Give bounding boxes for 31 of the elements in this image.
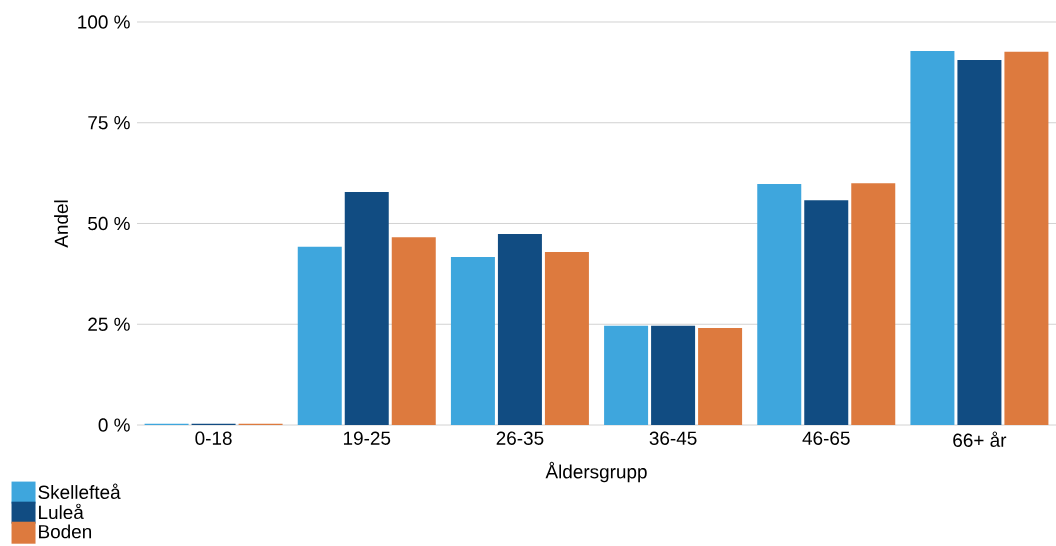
bar [698,327,743,425]
x-tick-label: 36-45 [649,431,697,445]
bar [344,192,389,425]
y-tick-label: 50 % [88,216,130,231]
x-axis-title: Åldersgrupp [545,461,647,483]
y-tick-label: 75 % [88,116,130,130]
bar [544,252,589,425]
y-tick-label: 0 % [98,418,130,432]
x-tick-label: 46-65 [802,431,850,445]
bar [651,325,696,425]
bar [1004,51,1049,425]
legend-label: Skellefteå [38,483,121,499]
bar [497,233,542,425]
bar [297,246,342,425]
bar [757,184,802,425]
bar [910,51,955,425]
y-tick-label: 100 % [78,15,130,29]
x-tick-label: 26-35 [496,431,544,445]
bar [450,256,495,425]
bar [604,325,649,425]
x-tick-label: 0-18 [195,431,232,445]
x-tick-label: 19-25 [343,431,391,445]
bar [851,183,896,425]
bar [957,59,1002,425]
y-axis-title: Andel [54,200,68,248]
bar [391,237,436,425]
x-tick-label: 66+ år [953,431,1007,447]
bar [804,200,849,425]
legend-label: Boden [39,524,92,539]
legend-label: Luleå [39,503,84,520]
y-tick-label: 25 % [88,317,130,331]
